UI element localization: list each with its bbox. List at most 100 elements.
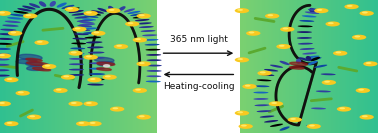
Ellipse shape — [26, 62, 42, 66]
Circle shape — [71, 102, 77, 104]
Circle shape — [110, 107, 124, 112]
Ellipse shape — [2, 24, 19, 27]
Circle shape — [0, 102, 5, 104]
Circle shape — [104, 65, 110, 67]
Circle shape — [235, 111, 249, 116]
Ellipse shape — [33, 67, 51, 71]
Circle shape — [322, 80, 336, 85]
Ellipse shape — [147, 65, 162, 66]
Circle shape — [309, 125, 315, 127]
Ellipse shape — [321, 73, 336, 75]
Ellipse shape — [308, 57, 322, 61]
Ellipse shape — [88, 78, 105, 80]
Ellipse shape — [146, 49, 161, 51]
Circle shape — [235, 8, 249, 13]
Ellipse shape — [299, 20, 314, 22]
Circle shape — [136, 115, 151, 120]
Ellipse shape — [87, 84, 104, 86]
Ellipse shape — [69, 58, 84, 60]
Circle shape — [87, 77, 102, 82]
Circle shape — [0, 12, 5, 14]
Circle shape — [139, 14, 145, 16]
Circle shape — [333, 51, 347, 56]
Circle shape — [139, 115, 145, 117]
Ellipse shape — [26, 62, 49, 66]
Circle shape — [237, 58, 243, 60]
Circle shape — [328, 22, 334, 24]
Circle shape — [344, 4, 359, 9]
Circle shape — [283, 28, 288, 30]
Circle shape — [90, 122, 96, 124]
Ellipse shape — [76, 29, 90, 31]
Ellipse shape — [309, 8, 315, 13]
Ellipse shape — [68, 10, 84, 13]
Circle shape — [116, 45, 122, 47]
Ellipse shape — [86, 41, 102, 43]
Ellipse shape — [141, 30, 156, 32]
Circle shape — [246, 31, 260, 36]
Ellipse shape — [77, 20, 93, 22]
Circle shape — [7, 78, 12, 80]
Ellipse shape — [144, 44, 160, 46]
Circle shape — [0, 53, 11, 58]
Ellipse shape — [85, 36, 101, 39]
Ellipse shape — [297, 25, 313, 27]
Ellipse shape — [253, 98, 268, 100]
Ellipse shape — [130, 13, 144, 16]
Circle shape — [87, 121, 102, 126]
Ellipse shape — [290, 62, 308, 65]
Ellipse shape — [316, 90, 331, 92]
Circle shape — [105, 75, 111, 77]
Ellipse shape — [306, 125, 321, 127]
Circle shape — [18, 91, 24, 93]
Ellipse shape — [135, 19, 150, 21]
Ellipse shape — [0, 69, 9, 71]
Circle shape — [133, 37, 147, 42]
Ellipse shape — [257, 110, 271, 112]
Ellipse shape — [290, 66, 304, 69]
Circle shape — [102, 75, 117, 80]
Ellipse shape — [0, 53, 10, 55]
Circle shape — [71, 51, 77, 53]
Ellipse shape — [89, 62, 105, 64]
Circle shape — [133, 88, 147, 93]
Ellipse shape — [299, 57, 310, 61]
Circle shape — [235, 57, 249, 62]
Circle shape — [268, 14, 273, 16]
Circle shape — [139, 62, 145, 64]
Ellipse shape — [39, 1, 46, 7]
Circle shape — [53, 88, 68, 93]
Ellipse shape — [253, 92, 268, 93]
Circle shape — [68, 51, 83, 56]
Circle shape — [355, 36, 360, 38]
Circle shape — [356, 88, 370, 93]
Ellipse shape — [270, 65, 283, 68]
Circle shape — [245, 85, 251, 87]
Ellipse shape — [147, 59, 162, 61]
Ellipse shape — [98, 8, 108, 12]
Ellipse shape — [0, 48, 11, 50]
Circle shape — [257, 71, 272, 76]
Ellipse shape — [5, 21, 21, 23]
Ellipse shape — [50, 1, 56, 7]
Circle shape — [106, 8, 121, 13]
Circle shape — [135, 89, 141, 91]
Circle shape — [4, 121, 19, 126]
Ellipse shape — [260, 115, 274, 118]
Ellipse shape — [146, 54, 161, 56]
Circle shape — [4, 77, 19, 82]
Ellipse shape — [91, 10, 104, 14]
Ellipse shape — [77, 25, 92, 27]
Ellipse shape — [0, 29, 17, 31]
Ellipse shape — [70, 53, 85, 55]
Ellipse shape — [310, 8, 321, 12]
Ellipse shape — [264, 120, 278, 123]
Circle shape — [56, 89, 62, 91]
Ellipse shape — [306, 56, 311, 61]
Circle shape — [91, 31, 105, 36]
Ellipse shape — [139, 26, 154, 28]
Ellipse shape — [302, 52, 317, 55]
Ellipse shape — [72, 38, 87, 40]
Ellipse shape — [83, 32, 99, 34]
Ellipse shape — [314, 65, 327, 68]
